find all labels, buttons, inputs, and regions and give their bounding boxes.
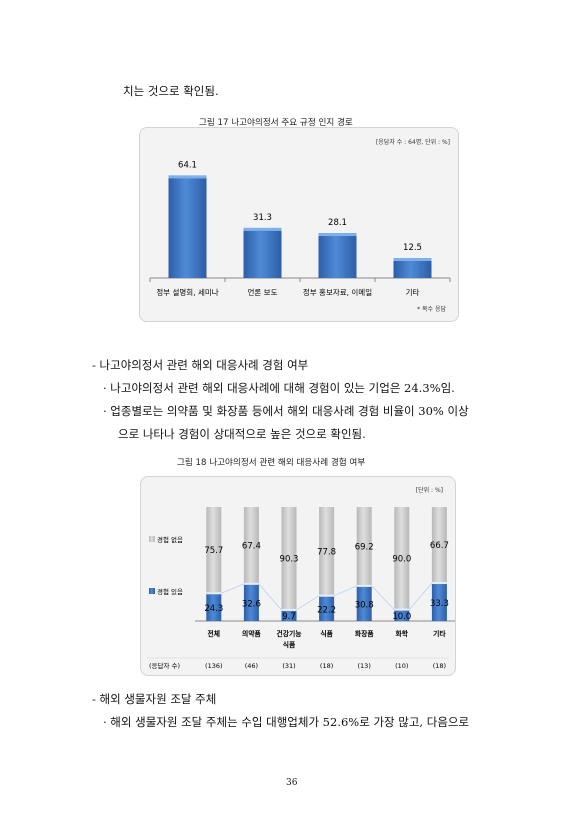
figure17-bar [168,175,207,278]
figure17-category-label: 기타 [406,288,420,297]
figure18-bar-yes [356,585,372,621]
figure18-respondents: (46) [245,662,258,670]
figure17-bar-highlight [393,258,432,261]
figure18-respondents: (18) [320,662,333,670]
figure18-legend-swatch [149,536,155,542]
figure18-respondents: (13) [358,662,371,670]
figure18-bar-yes [281,609,297,621]
figure18-category-label: 식품 [283,640,296,649]
figure17-note: [응답자 수 : 64명, 단위 : %] [375,139,450,146]
figure18-value-yes: 9.7 [282,612,296,622]
figure18-respondents: (31) [282,662,295,670]
figure17-category-label: 언론 보도 [248,287,278,297]
figure17-bar [243,227,282,278]
figure18-value-no: 67.4 [242,541,261,551]
figure18-connector [408,582,433,610]
figure18-bar-yes [394,609,410,621]
figure18-bar-yes [243,583,259,621]
continuation-line: 치는 것으로 확인됨. [123,84,219,98]
figure17-bar-highlight [318,233,357,237]
figure17-category-label: 정부 설명회, 세미나 [156,287,218,297]
figure18-value-no: 69.2 [355,542,374,552]
figure17-bar [393,258,432,278]
figure18-bar-no [206,507,222,594]
figure17-bar-highlight [243,227,282,231]
figure18-legend-swatch [149,588,155,594]
figure18-bar-divider [431,582,447,585]
figure18-category-label: 기타 [433,629,446,638]
figure18-legend-label: 경험 있음 [157,587,183,596]
page-number: 36 [286,778,298,788]
section1-bullet1: · 나고야의정서 관련 해외 대응사례에 대해 경험이 있는 기업은 24.3%… [103,381,455,395]
figure18-note: [단위 : %] [415,487,443,494]
figure18-value-no: 90.0 [392,554,411,564]
figure18-bar-yes [319,595,335,621]
figure18-category-label: 식품 [320,629,333,638]
figure18-bar-no [394,507,410,610]
figure18-connector [221,583,245,594]
figure17-footnote: * 복수 응답 [417,306,446,313]
figure18-value-yes: 30.8 [355,600,374,610]
figure18-value-no: 75.7 [204,546,223,556]
figure17-value-label: 64.1 [178,160,197,170]
figure18-category-label: 화장품 [355,629,375,638]
section1-bullet2-line1: · 업종별로는 의약품 및 화장품 등에서 해외 대응사례 경험 비율이 30%… [103,404,469,418]
figure17-value-label: 28.1 [328,218,347,228]
figure18-value-yes: 10.0 [392,612,411,622]
section2-heading: - 해외 생물자원 조달 주체 [92,692,217,706]
figure18-respondents: (18) [433,662,446,670]
figure18-legend-label: 경험 없음 [157,535,183,544]
figure17-category-label: 정부 홍보자료, 이메일 [303,287,372,297]
figure18-bar-no [281,507,297,610]
figure18-bar-yes [206,593,222,621]
figure18-category-label: 화학 [396,629,409,638]
figure18-value-yes: 32.6 [242,599,261,609]
figure18-bar-divider [243,582,259,585]
figure18-value-yes: 22.2 [317,605,336,615]
figure18-bar-divider [319,594,335,597]
figure18-bar-divider [281,608,297,611]
figure17-value-label: 12.5 [403,243,422,253]
figure18-bar-divider [394,608,410,611]
figure17-bar [318,233,357,278]
figure18-category-label: 의약품 [242,629,262,638]
figure18-caption: 그림 18 나고야의정서 관련 해외 대응사례 경험 여부 [177,458,366,468]
figure18-bar-yes [431,583,447,621]
figure18-respondents: (10) [395,662,408,670]
figure18-bar-no [243,507,259,584]
figure18-bar-divider [356,584,372,587]
figure18-respondents-label: (응답자 수) [149,661,180,670]
figure17-bar-highlight [168,175,207,179]
section2-bullet1: · 해외 생물자원 조달 주체는 수입 대행업체가 52.6%로 가장 많고, … [103,715,470,729]
figure18-value-yes: 33.3 [430,599,449,609]
figure18-connector [296,595,320,611]
figure18-connector [258,583,282,611]
figure18-bar-no [431,507,447,584]
figure18-value-no: 77.8 [317,547,336,557]
figure18-bar-no [319,507,335,596]
figure17-chart: [응답자 수 : 64명, 단위 : %] 64.1 정부 설명회, 세미나 31.… [139,127,459,322]
figure18-bar-no [356,507,372,586]
figure18-value-yes: 24.3 [204,604,223,614]
figure18-bar-divider [206,592,222,595]
figure18-respondents: (136) [205,662,222,670]
section1-heading: - 나고야의정서 관련 해외 대응사례 경험 여부 [92,358,309,372]
figure18-category-label: 건강기능 [276,629,302,638]
figure18-value-no: 66.7 [430,541,449,551]
figure18-connector [371,585,395,610]
figure17-bar-chart: 64.1 정부 설명회, 세미나 31.3 언론 보도 28.1 정부 홍보자료, 이메일… [149,160,451,297]
figure18-category-label: 전체 [208,629,221,638]
figure17-value-label: 31.3 [253,213,272,223]
figure17-caption: 그림 17 나고야의정서 주요 규정 인지 경로 [199,118,353,128]
section1-bullet2-line2: 으로 나타나 경험이 상대적으로 높은 것으로 확인됨. [118,427,366,441]
figure18-connector [333,585,357,597]
figure18-value-no: 90.3 [280,554,299,564]
